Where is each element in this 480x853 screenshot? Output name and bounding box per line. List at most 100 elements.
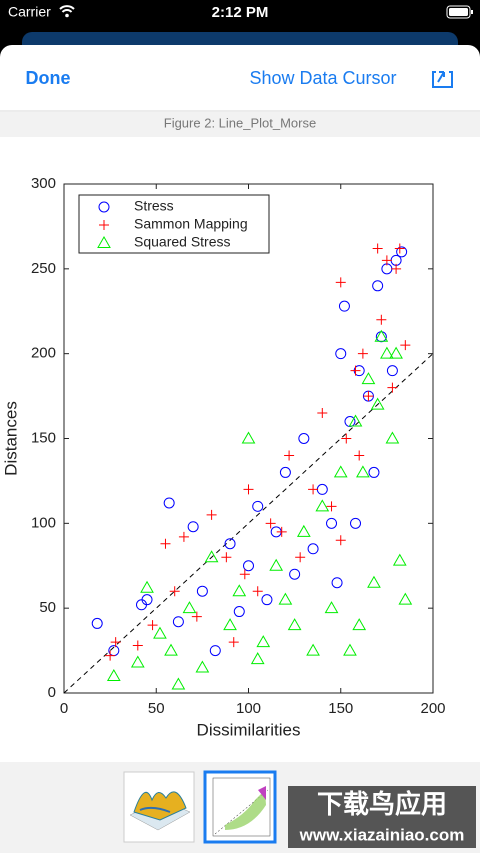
point (335, 277, 346, 288)
point (315, 499, 330, 512)
share-arrow (437, 71, 445, 83)
legend-label: Squared Stress (134, 234, 231, 250)
point (361, 372, 376, 385)
battery-level (449, 8, 468, 16)
done-button[interactable]: Done (26, 68, 71, 88)
point (261, 594, 273, 606)
point (287, 618, 302, 631)
point (306, 643, 320, 656)
watermark-box (288, 786, 476, 848)
point (374, 329, 389, 342)
point (279, 467, 291, 478)
point (335, 535, 346, 546)
point (326, 501, 337, 512)
point (372, 280, 384, 292)
thumbnail-surface[interactable] (123, 771, 195, 843)
point (204, 550, 219, 563)
y-tick-label: 0 (48, 684, 56, 701)
point (376, 314, 387, 325)
thumb-surface (133, 791, 187, 821)
point (164, 643, 178, 656)
reference-line (63, 353, 434, 694)
y-axis-label: Distances (1, 401, 20, 476)
point (368, 467, 380, 478)
figure-title: Figure 2: Line_Plot_Morse (164, 115, 316, 130)
point (252, 586, 263, 597)
point (307, 543, 319, 555)
x-tick-label: 50 (148, 700, 165, 717)
point (141, 594, 153, 606)
point (171, 677, 186, 690)
point (389, 346, 403, 359)
point (372, 243, 383, 254)
point (209, 645, 221, 657)
watermark: 下载鸟应用 www.xiazainiao.com (288, 786, 476, 848)
wifi-dot (65, 13, 69, 18)
point (289, 568, 301, 580)
point (317, 408, 328, 419)
point (178, 531, 189, 542)
axes-box (63, 183, 434, 694)
thumbnail-scatter[interactable] (203, 770, 277, 844)
x-tick-label: 150 (328, 700, 353, 717)
thumb-cloud-top (258, 786, 266, 800)
point (250, 652, 265, 665)
point (386, 365, 398, 377)
point (163, 497, 175, 509)
point (348, 414, 363, 427)
point (265, 518, 276, 529)
point (132, 640, 143, 651)
legend-label: Sammon Mapping (134, 216, 248, 232)
point (187, 521, 199, 533)
wifi-icon (59, 5, 75, 13)
point (356, 465, 370, 478)
share-box (432, 71, 453, 88)
point (354, 450, 365, 461)
point (140, 580, 154, 593)
legend-marker (97, 235, 111, 248)
point (105, 650, 116, 661)
point (387, 382, 398, 393)
legend-marker (99, 220, 109, 230)
point (221, 552, 232, 563)
point (241, 431, 256, 444)
point (108, 645, 120, 657)
point (324, 601, 339, 614)
point (363, 391, 374, 402)
y-tick-label: 200 (31, 345, 56, 362)
point (130, 655, 145, 668)
point (295, 552, 306, 563)
point (338, 300, 350, 312)
battery (446, 5, 471, 19)
point (335, 348, 347, 360)
point (206, 509, 217, 520)
data-cursor-button[interactable]: Show Data Cursor (249, 68, 396, 88)
point (380, 346, 394, 359)
y-tick-label: 150 (31, 429, 56, 446)
legend: Stress Sammon Mapping Squared Stress (78, 194, 270, 254)
point (110, 637, 121, 648)
point (400, 340, 411, 351)
point (252, 500, 264, 512)
point (91, 618, 103, 629)
share-button[interactable] (432, 71, 453, 88)
point (381, 255, 392, 266)
x-axis-label: Dissimilarities (197, 720, 301, 739)
point (344, 416, 356, 427)
y-tick-label: 100 (31, 514, 56, 531)
thumb-axes (212, 777, 271, 837)
battery-tip (471, 10, 473, 14)
point (278, 592, 293, 605)
point (269, 558, 284, 571)
point (331, 577, 343, 589)
point (385, 431, 400, 444)
point (233, 606, 245, 617)
point (350, 517, 362, 529)
y-tick-label: 250 (31, 260, 56, 277)
point (333, 465, 348, 478)
plot: 0 50 100 150 200 0 50 100 150 200 250 300 Dissimilar… (1, 175, 445, 740)
point (367, 575, 381, 588)
point (316, 483, 328, 495)
figure-title-bar (0, 112, 480, 137)
